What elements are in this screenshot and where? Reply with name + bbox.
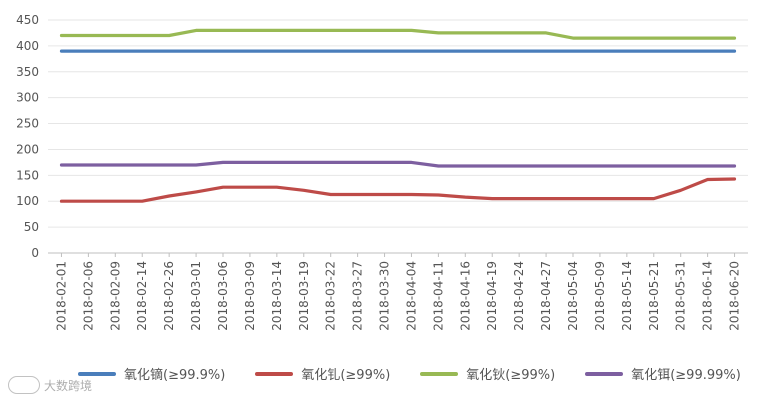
series-line-erbium-oxide: [59, 160, 737, 168]
x-tick-label: 2018-04-16: [458, 261, 472, 331]
y-tick-label: 450: [16, 13, 39, 27]
y-tick-label: 250: [16, 117, 39, 131]
legend-item-gd: 氧化钆(≥99%): [255, 364, 390, 383]
legend: 氧化镝(≥99.9%) 氧化钆(≥99%) 氧化钬(≥99%) 氧化铒(≥99.…: [78, 364, 741, 383]
x-tick-label: 2018-04-11: [431, 261, 445, 331]
x-tick-label: 2018-03-27: [351, 261, 365, 331]
x-tick-label: 2018-02-14: [135, 261, 149, 331]
y-tick-label: 400: [16, 39, 39, 53]
x-tick-label: 2018-03-09: [243, 261, 257, 331]
x-tick-label: 2018-04-24: [512, 261, 526, 331]
x-tick-label: 2018-05-21: [647, 261, 661, 331]
y-tick-label: 0: [31, 246, 39, 260]
legend-label: 氧化钆(≥99%): [301, 368, 391, 383]
x-tick-label: 2018-03-06: [216, 261, 230, 331]
series-line-holmium-oxide: [59, 28, 737, 40]
x-tick-label: 2018-02-01: [54, 261, 68, 331]
x-tick-label: 2018-03-14: [270, 261, 284, 331]
x-tick-label: 2018-03-22: [324, 261, 338, 331]
y-tick-label: 200: [16, 142, 39, 156]
x-tick-label: 2018-03-19: [297, 261, 311, 331]
y-tick-label: 300: [16, 91, 39, 105]
y-tick-label: 100: [16, 194, 39, 208]
x-tick-label: 2018-02-09: [108, 261, 122, 331]
legend-swatch: [255, 371, 294, 376]
x-tick-label: 2018-05-31: [674, 261, 688, 331]
watermark: 大数跨境: [8, 376, 92, 394]
x-tick-label: 2018-06-20: [728, 261, 742, 331]
series-lines: [59, 28, 737, 203]
legend-swatch: [585, 371, 624, 376]
y-tick-label: 350: [16, 65, 39, 79]
legend-swatch: [78, 371, 116, 376]
x-tick-label: 2018-04-19: [485, 261, 499, 331]
x-tick-label: 2018-02-26: [162, 261, 176, 331]
x-tick-label: 2018-04-27: [539, 261, 553, 331]
legend-swatch: [420, 371, 459, 376]
x-tick-label: 2018-03-30: [378, 261, 392, 331]
x-tick-label: 2018-05-14: [620, 261, 634, 331]
legend-label: 氧化钬(≥99%): [466, 368, 556, 383]
legend-item-ho: 氧化钬(≥99%): [420, 364, 555, 383]
y-tick-label: 150: [16, 168, 39, 182]
legend-item-er: 氧化铒(≥99.99%): [585, 364, 741, 383]
legend-item-dy: 氧化镝(≥99.9%): [78, 364, 225, 383]
watermark-logo-icon: [8, 376, 40, 394]
y-tick-label: 50: [24, 220, 39, 234]
watermark-text: 大数跨境: [44, 378, 93, 393]
x-tick-label: 2018-05-09: [593, 261, 607, 331]
x-tick-label: 2018-04-04: [404, 261, 418, 331]
legend-label: 氧化铒(≥99.99%): [631, 368, 741, 383]
series-line-gadolinium-oxide: [59, 177, 737, 203]
x-tick-label: 2018-02-06: [81, 261, 95, 331]
x-tick-label: 2018-05-04: [566, 261, 580, 331]
legend-label: 氧化镝(≥99.9%): [124, 368, 226, 383]
axes: 0 50 100 150 200 250 300 350 400 450 2018-02-01 201…: [16, 13, 748, 331]
x-tick-label: 2018-06-14: [701, 261, 715, 331]
x-tick-label: 2018-03-01: [189, 261, 203, 331]
gridlines: [48, 19, 748, 254]
